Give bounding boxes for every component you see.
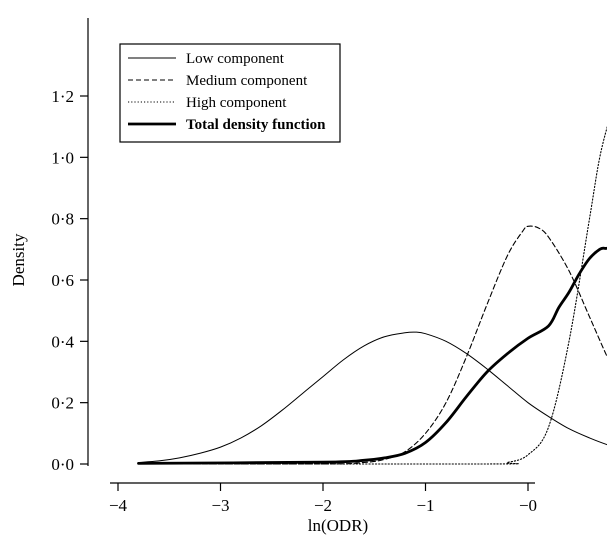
series-line-low-component: [138, 331, 607, 463]
y-tick-label: 0·2: [51, 394, 74, 413]
y-tick-label: 1·2: [51, 87, 74, 106]
legend-box: [119, 43, 341, 143]
legend-label: High component: [186, 95, 287, 111]
legend-label: Total density function: [186, 117, 326, 133]
y-tick-label: 1·0: [51, 148, 74, 167]
x-tick-label: −1: [416, 496, 434, 515]
y-tick-label: 0·0: [51, 455, 74, 474]
x-tick-label: −3: [211, 496, 229, 515]
y-axis-title: Density: [9, 233, 28, 286]
y-ticks: 0·0 0·2 0·4 0·6 0·8 1·0 1·2: [51, 87, 88, 474]
legend: Low component Medium component High compon…: [119, 43, 341, 143]
legend-label: Medium component: [186, 73, 308, 89]
legend-entries: Low component Medium component High compon…: [128, 51, 326, 133]
x-tick-label: −2: [314, 496, 332, 515]
y-tick-label: 0·4: [51, 332, 74, 351]
series-line-total-density-function: [137, 246, 607, 465]
series-layer: [137, 125, 607, 465]
legend-label: Low component: [186, 51, 285, 67]
y-tick-label: 0·8: [51, 210, 74, 229]
y-tick-label: 0·6: [51, 271, 74, 290]
x-tick-label: −4: [109, 496, 128, 515]
series-line-medium-component: [137, 225, 607, 465]
x-tick-label: −0: [519, 496, 537, 515]
x-axis-title: ln(ODR): [308, 516, 368, 535]
series-line-high-component: [137, 125, 607, 465]
x-ticks: −4−3−2−1−01: [109, 483, 537, 515]
